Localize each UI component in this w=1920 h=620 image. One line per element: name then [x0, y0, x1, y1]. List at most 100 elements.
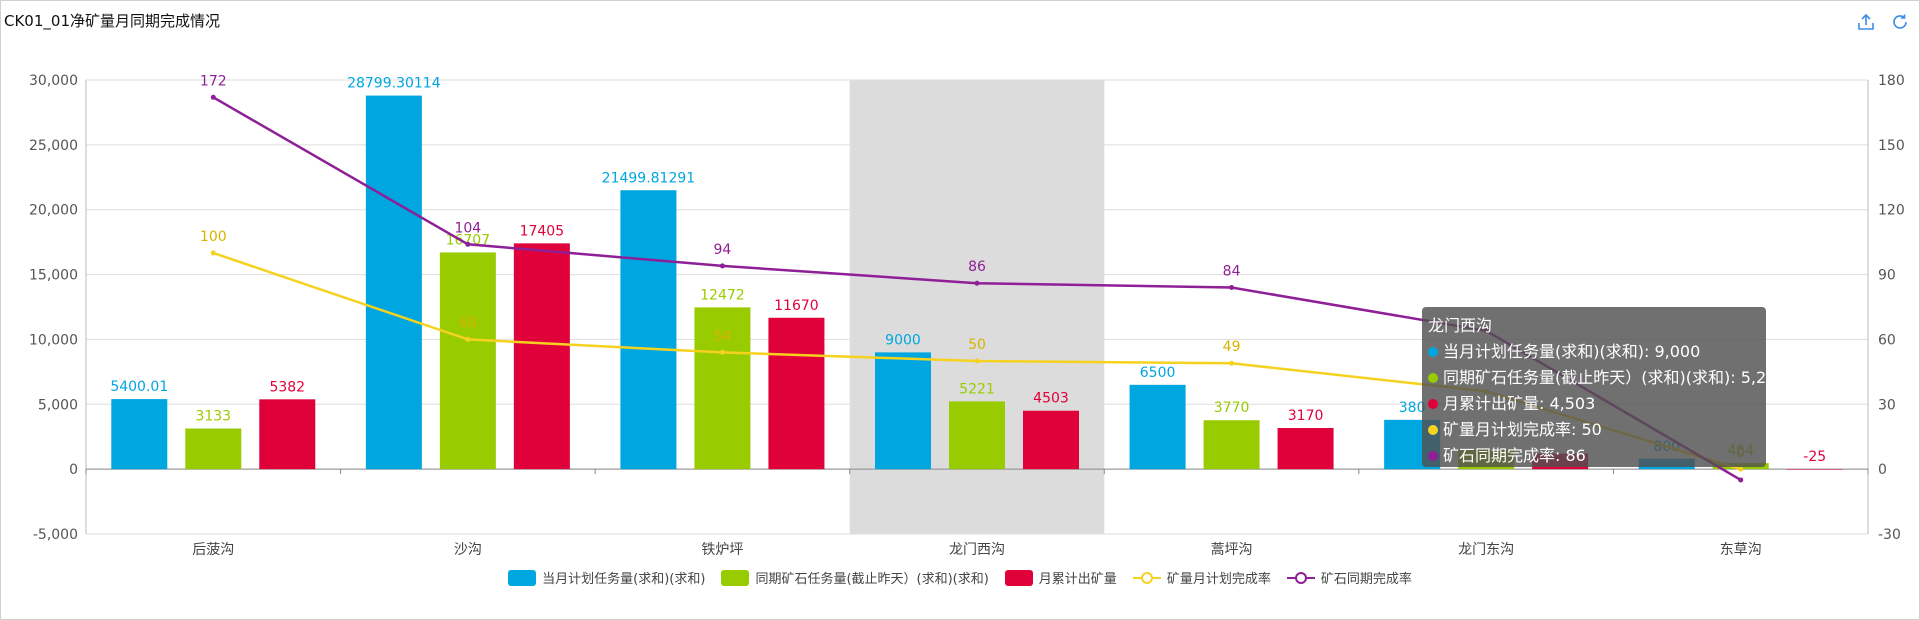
- y-right-tick-label: 150: [1878, 138, 1905, 154]
- tooltip-row-text: 同期矿石任务量(截止昨天）(求和)(求和): 5,221: [1443, 368, 1787, 387]
- line-data-label: 50: [968, 337, 986, 353]
- bar: [949, 401, 1005, 470]
- tooltip-row: 矿石同期完成率: 86: [1428, 443, 1760, 469]
- tooltip-row-text: 月累计出矿量: 4,503: [1443, 394, 1596, 413]
- y-left-tick-label: 5,000: [38, 397, 78, 413]
- bar: [1129, 384, 1186, 470]
- line-point: [1738, 477, 1744, 483]
- y-left-tick-label: 30,000: [29, 73, 78, 89]
- bar-data-label: 6500: [1140, 365, 1176, 381]
- legend-item-cumulative[interactable]: 月累计出矿量: [1004, 568, 1117, 587]
- tooltip-dot: [1428, 425, 1438, 435]
- y-right-tick-label: -30: [1878, 527, 1901, 543]
- chart-legend: 当月计划任务量(求和)(求和) 同期矿石任务量(截止昨天）(求和)(求和) 月累…: [0, 568, 1920, 587]
- tooltip-row-text: 矿量月计划完成率: 50: [1443, 420, 1602, 439]
- bar-data-label: 21499.81291: [602, 170, 696, 186]
- line-point: [719, 263, 725, 269]
- bar-data-label: 3770: [1214, 400, 1250, 416]
- line-data-label: 94: [714, 242, 732, 258]
- bar: [875, 352, 931, 470]
- line-point: [719, 349, 725, 355]
- tooltip-row-text: 矿石同期完成率: 86: [1443, 446, 1586, 465]
- legend-item-same-period[interactable]: 同期矿石任务量(截止昨天）(求和)(求和): [721, 568, 989, 587]
- bar: [185, 428, 242, 470]
- line-data-label: 54: [714, 328, 732, 344]
- bar: [1277, 428, 1334, 470]
- y-right-tick-label: 120: [1878, 203, 1905, 219]
- page-title: CK01_01净矿量月同期完成情况: [4, 12, 220, 30]
- bar: [1786, 469, 1843, 470]
- bar-data-label: 5400.01: [110, 379, 168, 395]
- bar-data-label: 4503: [1033, 391, 1069, 407]
- tooltip-dot: [1428, 347, 1438, 357]
- line-data-label: 86: [968, 259, 986, 275]
- legend-swatch: [508, 569, 537, 586]
- bar-data-label: 12472: [700, 287, 745, 303]
- bar: [620, 190, 677, 470]
- bar-data-label: 28799.30114: [347, 76, 441, 92]
- x-category-label: 龙门东沟: [1458, 542, 1514, 558]
- bar-data-label: 3133: [195, 409, 231, 425]
- line-data-label: 104: [454, 220, 481, 236]
- bar: [1203, 420, 1260, 470]
- legend-label: 月累计出矿量: [1038, 572, 1117, 587]
- bar-data-label: 17405: [520, 223, 565, 239]
- bar-data-label: 11670: [774, 298, 819, 314]
- bar: [439, 252, 496, 470]
- bar: [768, 317, 825, 470]
- bar: [513, 243, 570, 470]
- legend-item-same-rate[interactable]: 矿石同期完成率: [1286, 568, 1412, 587]
- toolbar: [1856, 12, 1910, 32]
- line-point: [1229, 285, 1235, 291]
- tooltip-row: 矿量月计划完成率: 50: [1428, 417, 1760, 443]
- y-left-tick-label: 0: [69, 462, 78, 478]
- legend-item-plan-rate[interactable]: 矿量月计划完成率: [1132, 568, 1271, 587]
- x-category-label: 东草沟: [1720, 542, 1762, 558]
- legend-label: 同期矿石任务量(截止昨天）(求和)(求和): [755, 572, 989, 587]
- legend-label: 当月计划任务量(求和)(求和): [542, 572, 706, 587]
- y-left-tick-label: 20,000: [29, 203, 78, 219]
- tooltip-title: 龙门西沟: [1428, 316, 1493, 335]
- tooltip-dot: [1428, 451, 1438, 461]
- line-point: [465, 336, 471, 342]
- y-right-tick-label: 90: [1878, 268, 1896, 284]
- line-point: [1738, 466, 1744, 472]
- legend-swatch: [1004, 569, 1033, 586]
- bar: [694, 307, 751, 470]
- chart-tooltip: 龙门西沟 当月计划任务量(求和)(求和): 9,000 同期矿石任务量(截止昨天…: [1422, 307, 1787, 469]
- tooltip-row: 月累计出矿量: 4,503: [1428, 391, 1760, 417]
- bar-data-label: 3170: [1288, 408, 1324, 424]
- y-left-tick-label: 15,000: [29, 268, 78, 284]
- line-point: [465, 241, 471, 247]
- line-data-label: 49: [1223, 339, 1241, 355]
- line-point: [1229, 360, 1235, 366]
- line-point: [974, 358, 980, 364]
- bar-data-label: 9000: [885, 332, 921, 348]
- bar: [365, 95, 422, 470]
- export-icon[interactable]: [1856, 12, 1876, 32]
- y-left-tick-label: 10,000: [29, 332, 78, 348]
- tooltip-dot: [1428, 399, 1438, 409]
- y-right-tick-label: 30: [1878, 397, 1896, 413]
- tooltip-row-text: 当月计划任务量(求和)(求和): 9,000: [1443, 342, 1701, 361]
- bar: [259, 399, 316, 470]
- line-point: [974, 280, 980, 286]
- legend-item-plan[interactable]: 当月计划任务量(求和)(求和): [508, 568, 705, 587]
- y-right-tick-label: 0: [1878, 462, 1887, 478]
- refresh-icon[interactable]: [1890, 12, 1910, 32]
- bar-data-label: 5221: [959, 381, 995, 397]
- bar-data-label: 380: [1399, 400, 1426, 416]
- legend-label: 矿量月计划完成率: [1166, 572, 1271, 587]
- y-right-tick-label: 60: [1878, 332, 1896, 348]
- bar-data-label: 5382: [269, 379, 305, 395]
- legend-swatch: [721, 569, 750, 586]
- tooltip-row: 同期矿石任务量(截止昨天）(求和)(求和): 5,221: [1428, 365, 1787, 391]
- line-data-label: 172: [200, 73, 227, 89]
- bar: [1023, 410, 1079, 470]
- tooltip-dot: [1428, 373, 1438, 383]
- x-category-label: 沙沟: [454, 542, 482, 558]
- bar-data-label: -25: [1803, 449, 1826, 465]
- tooltip-row: 当月计划任务量(求和)(求和): 9,000: [1428, 339, 1760, 365]
- y-left-tick-label: 25,000: [29, 138, 78, 154]
- legend-label: 矿石同期完成率: [1320, 572, 1412, 587]
